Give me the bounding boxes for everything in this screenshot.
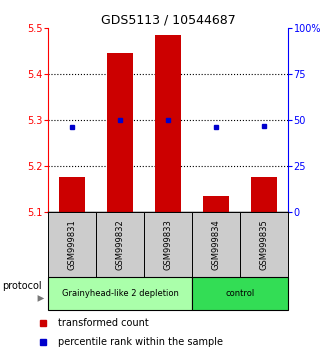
Text: GSM999831: GSM999831 <box>68 219 77 270</box>
Text: transformed count: transformed count <box>58 318 149 328</box>
Text: GSM999834: GSM999834 <box>211 219 220 270</box>
Bar <box>155 35 181 212</box>
Bar <box>192 277 288 310</box>
Bar <box>240 212 288 277</box>
Bar <box>96 212 144 277</box>
Text: protocol: protocol <box>2 281 42 291</box>
Text: Grainyhead-like 2 depletion: Grainyhead-like 2 depletion <box>62 289 178 298</box>
Text: percentile rank within the sample: percentile rank within the sample <box>58 337 223 347</box>
Bar <box>144 212 192 277</box>
Text: GSM999832: GSM999832 <box>116 219 125 270</box>
Text: GSM999835: GSM999835 <box>259 219 268 270</box>
Text: control: control <box>225 289 255 298</box>
Bar <box>48 212 96 277</box>
Text: GSM999833: GSM999833 <box>164 219 172 270</box>
Bar <box>192 212 240 277</box>
Title: GDS5113 / 10544687: GDS5113 / 10544687 <box>101 14 235 27</box>
Bar <box>59 177 85 212</box>
Bar <box>48 277 192 310</box>
Bar <box>251 177 277 212</box>
Bar <box>203 196 229 212</box>
Bar <box>107 53 133 212</box>
